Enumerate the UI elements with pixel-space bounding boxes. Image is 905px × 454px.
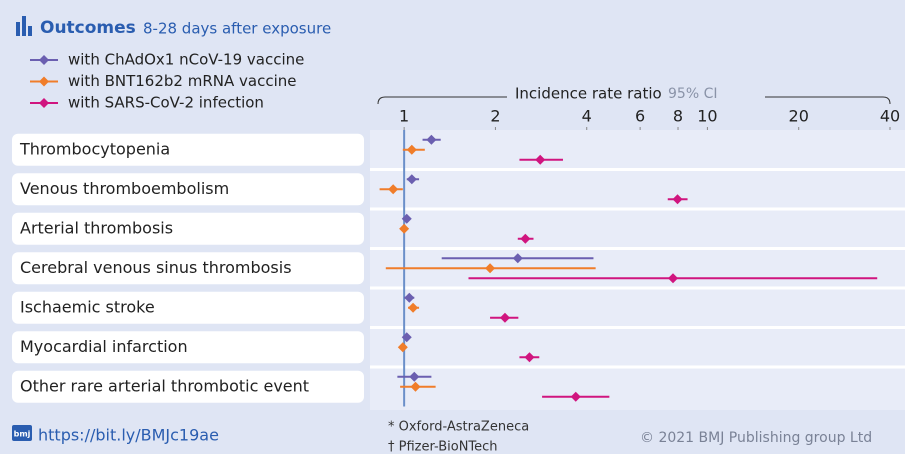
row-label: Ischaemic stroke <box>20 297 155 316</box>
row-label-box <box>12 331 364 364</box>
x-tick-label: 20 <box>789 107 809 126</box>
row-label: Thrombocytopenia <box>19 139 170 158</box>
point-estimate <box>397 342 408 353</box>
point-estimate <box>406 174 417 185</box>
chart-subtitle: 8-28 days after exposure <box>143 20 331 38</box>
x-tick-label: 8 <box>673 107 683 126</box>
row-label-box <box>12 133 364 166</box>
row-label-box <box>12 252 364 285</box>
point-estimate <box>399 223 410 234</box>
point-estimate <box>401 332 412 343</box>
row-label: Venous thromboembolism <box>20 179 229 198</box>
row-label-box <box>12 212 364 245</box>
chart-title: Outcomes <box>40 18 136 38</box>
point-estimate <box>410 381 421 392</box>
bmj-icon-text: bmj <box>14 430 31 439</box>
point-estimate <box>401 213 412 224</box>
row-label: Myocardial infarction <box>20 337 188 356</box>
copyright: © 2021 BMJ Publishing group Ltd <box>640 430 872 446</box>
row-label: Other rare arterial thrombotic event <box>20 376 309 395</box>
point-estimate <box>570 391 581 402</box>
axis-bracket <box>377 96 891 105</box>
point-estimate <box>667 273 678 284</box>
x-tick-label: 10 <box>697 107 717 126</box>
x-tick-label: 1 <box>399 107 409 126</box>
point-estimate <box>535 154 546 165</box>
x-tick-label: 40 <box>880 107 900 126</box>
row-label-box <box>12 291 364 324</box>
x-tick-label: 6 <box>635 107 645 126</box>
legend-label: with SARS-CoV-2 infection <box>68 94 264 112</box>
footnote: † Pfizer-BioNTech <box>388 440 498 454</box>
legend-label: with BNT162b2 mRNA vaccine <box>68 72 296 90</box>
ci-label: 95% CI <box>668 86 717 102</box>
point-estimate <box>499 312 510 323</box>
legend-marker <box>39 55 49 65</box>
row-label-box <box>12 173 364 206</box>
x-tick-label: 4 <box>582 107 592 126</box>
point-estimate <box>408 302 419 313</box>
point-estimate <box>388 184 399 195</box>
footnote: * Oxford-AstraZeneca <box>388 420 529 435</box>
point-estimate <box>404 292 415 303</box>
x-tick-label: 2 <box>490 107 500 126</box>
row-label-box <box>12 370 364 403</box>
plot-area <box>370 130 905 410</box>
bmj-icon <box>12 425 32 441</box>
row-label: Arterial thrombosis <box>20 218 173 237</box>
row-label: Cerebral venous sinus thrombosis <box>20 258 292 277</box>
legend-label: with ChAdOx1 nCoV-19 vaccine <box>68 51 304 69</box>
legend-marker <box>39 76 49 87</box>
axis-title: Incidence rate ratio <box>515 85 662 103</box>
footer-link[interactable]: https://bit.ly/BMJc19ae <box>38 426 219 445</box>
point-estimate <box>426 134 437 145</box>
point-estimate <box>409 371 420 382</box>
point-estimate <box>672 194 683 205</box>
point-estimate <box>520 233 531 244</box>
point-estimate <box>485 263 496 274</box>
point-estimate <box>406 144 417 155</box>
point-estimate <box>512 253 523 264</box>
point-estimate <box>524 352 535 363</box>
title-icon <box>16 16 32 36</box>
legend-marker <box>39 98 49 108</box>
